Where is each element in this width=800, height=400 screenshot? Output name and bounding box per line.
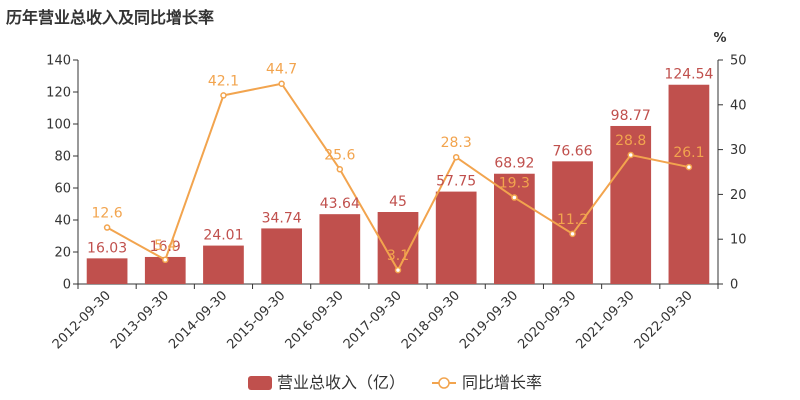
revenue-bar[interactable]: [203, 245, 244, 284]
revenue-bar-label: 98.77: [611, 108, 651, 124]
left-axis-tick-label: 80: [54, 150, 71, 165]
legend-line-marker[interactable]: [438, 377, 450, 389]
right-axis-tick-label: 20: [730, 188, 747, 203]
revenue-bar[interactable]: [668, 84, 710, 285]
growth-rate-label: 12.6: [92, 206, 123, 222]
x-axis-tick-label: 2015-09-30: [224, 288, 288, 352]
growth-rate-label: 11.2: [557, 212, 588, 228]
right-axis-tick-label: 50: [730, 54, 747, 69]
left-axis-tick-label: 20: [54, 246, 71, 261]
revenue-bar[interactable]: [86, 258, 128, 284]
left-axis-tick-label: 100: [46, 118, 71, 133]
growth-rate-label: 5.4: [154, 238, 176, 254]
growth-rate-point[interactable]: [452, 153, 460, 161]
x-axis-tick-label: 2018-09-30: [399, 288, 463, 352]
left-axis-tick-label: 60: [54, 182, 71, 197]
bars: [86, 84, 710, 285]
right-axis-tick-label: 40: [730, 98, 747, 113]
revenue-bar-label: 76.66: [552, 143, 592, 159]
growth-rate-point[interactable]: [103, 224, 111, 231]
growth-rate-point[interactable]: [627, 151, 634, 159]
revenue-bar-label: 16.9: [150, 239, 181, 255]
x-axis-tick-label: 2019-09-30: [457, 288, 521, 352]
growth-rate-point[interactable]: [685, 163, 693, 171]
revenue-bar[interactable]: [261, 228, 302, 284]
revenue-bar-label: 16.03: [87, 240, 127, 256]
left-axis-tick-label: 140: [46, 54, 71, 69]
x-axis-tick-label: 2022-09-30: [632, 288, 696, 352]
revenue-bar-label: 43.64: [320, 196, 360, 212]
revenue-bar-label: 45: [389, 194, 407, 210]
revenue-bar-label: 24.01: [203, 228, 243, 244]
growth-rate-point[interactable]: [162, 256, 169, 264]
x-axis-tick-label: 2016-09-30: [283, 288, 347, 352]
growth-rate-point[interactable]: [220, 92, 227, 99]
growth-rate-label: 44.7: [266, 62, 297, 78]
revenue-bar[interactable]: [610, 125, 652, 284]
right-axis-tick-label: 10: [730, 233, 747, 248]
revenue-bar[interactable]: [552, 161, 593, 284]
growth-rate-point[interactable]: [336, 166, 344, 173]
left-axis-tick-label: 0: [63, 278, 71, 293]
revenue-bar[interactable]: [435, 191, 477, 284]
right-axis-unit: %: [713, 31, 726, 46]
legend[interactable]: 营业总收入（亿） 同比增长率: [248, 373, 542, 392]
right-axis-tick-label: 30: [730, 143, 747, 158]
growth-rate-label: 42.1: [208, 73, 239, 89]
x-axis-tick-label: 2014-09-30: [166, 288, 230, 352]
chart-title: 历年营业总收入及同比增长率: [6, 8, 215, 27]
legend-bar-label[interactable]: 营业总收入（亿）: [277, 373, 405, 392]
growth-rate-label: 28.3: [441, 135, 472, 151]
revenue-bar[interactable]: [319, 214, 361, 284]
right-axis-tick-label: 0: [730, 278, 738, 293]
growth-line: [103, 80, 693, 274]
revenue-bar-label: 57.75: [436, 174, 476, 190]
growth-rate-point[interactable]: [511, 194, 518, 201]
growth-rate-label: 19.3: [499, 176, 530, 192]
x-axis-tick-label: 2017-09-30: [341, 288, 405, 352]
growth-rate-label: 3.1: [387, 248, 409, 264]
growth-rate-label: 25.6: [324, 147, 355, 163]
revenue-bar[interactable]: [494, 173, 535, 284]
revenue-bar-label: 68.92: [494, 156, 534, 172]
growth-rate-label: 28.8: [615, 133, 646, 149]
x-axis-tick-label: 2020-09-30: [515, 288, 579, 352]
revenue-bar-label: 124.54: [664, 67, 713, 83]
x-axis-tick-label: 2013-09-30: [108, 288, 172, 352]
legend-bar-swatch[interactable]: [248, 376, 272, 390]
growth-rate-point[interactable]: [278, 80, 285, 87]
left-axis-tick-label: 120: [46, 86, 71, 101]
x-axis-tick-label: 2012-09-30: [50, 288, 114, 352]
growth-rate-point[interactable]: [569, 230, 576, 238]
data-labels: 16.03 16.9 24.01 34.74 43.64 45 57.75 68.92 76.6…: [87, 62, 713, 264]
x-axis-tick-label: 2021-09-30: [574, 288, 638, 352]
legend-line-label[interactable]: 同比增长率: [462, 373, 542, 392]
growth-rate-point[interactable]: [394, 266, 402, 274]
growth-rate-label: 26.1: [673, 145, 704, 161]
revenue-bar-label: 34.74: [262, 210, 302, 226]
left-axis-tick-label: 40: [54, 214, 71, 229]
